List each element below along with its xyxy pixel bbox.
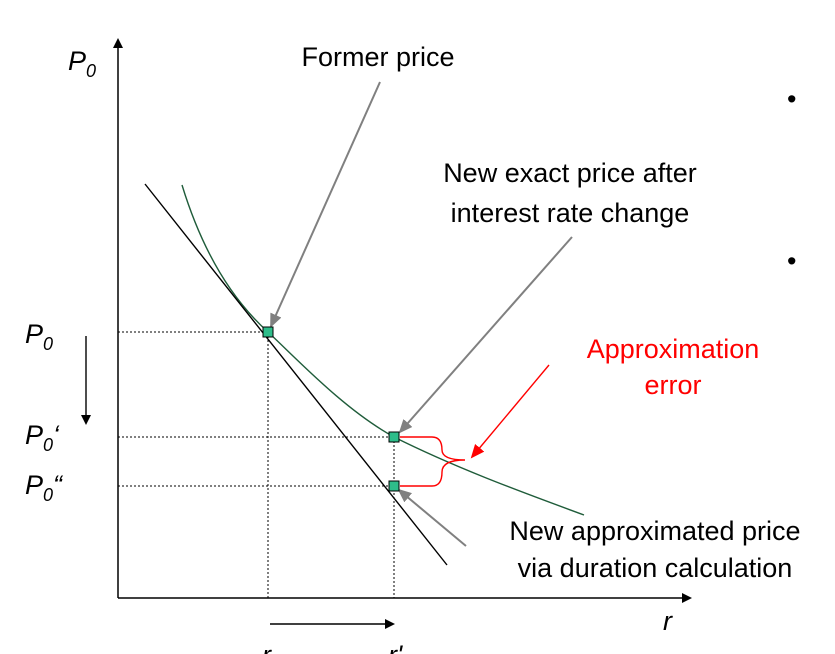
approx-price-label-line1: New approximated price <box>509 516 800 546</box>
label-p0-prime: P0‘ <box>25 420 60 455</box>
exact-price-pointer <box>398 236 573 434</box>
x-tick-r1: r' <box>388 640 403 654</box>
duration-tangent-line <box>144 183 448 566</box>
approximated-price-point <box>388 480 400 492</box>
bullet-1: • <box>787 84 796 114</box>
x-axis-label: r <box>663 606 673 636</box>
bullet-2: • <box>787 246 796 276</box>
x-tick-r0: r <box>262 640 272 654</box>
price-yield-curve <box>181 184 585 516</box>
guide-lines <box>118 331 395 598</box>
approximation-error-brace <box>400 436 466 487</box>
exact-price-label-line2: interest rate change <box>451 198 690 228</box>
exact-price-label-line1: New exact price after <box>443 158 697 188</box>
approx-price-label-line2: via duration calculation <box>518 553 793 583</box>
exact-price-point <box>388 431 400 443</box>
approximation-error-label-line1: Approximation <box>587 334 760 364</box>
former-price-label: Former price <box>301 42 454 72</box>
label-p0: P0 <box>25 319 53 354</box>
approx-price-pointer <box>397 488 467 547</box>
label-p0-double: P0“ <box>25 470 64 505</box>
former-price-point <box>262 326 274 338</box>
approximation-error-label-line2: error <box>644 370 701 400</box>
y-axis-label: P0 <box>68 46 96 81</box>
former-price-pointer <box>270 81 381 328</box>
approximation-error-pointer <box>470 364 550 459</box>
